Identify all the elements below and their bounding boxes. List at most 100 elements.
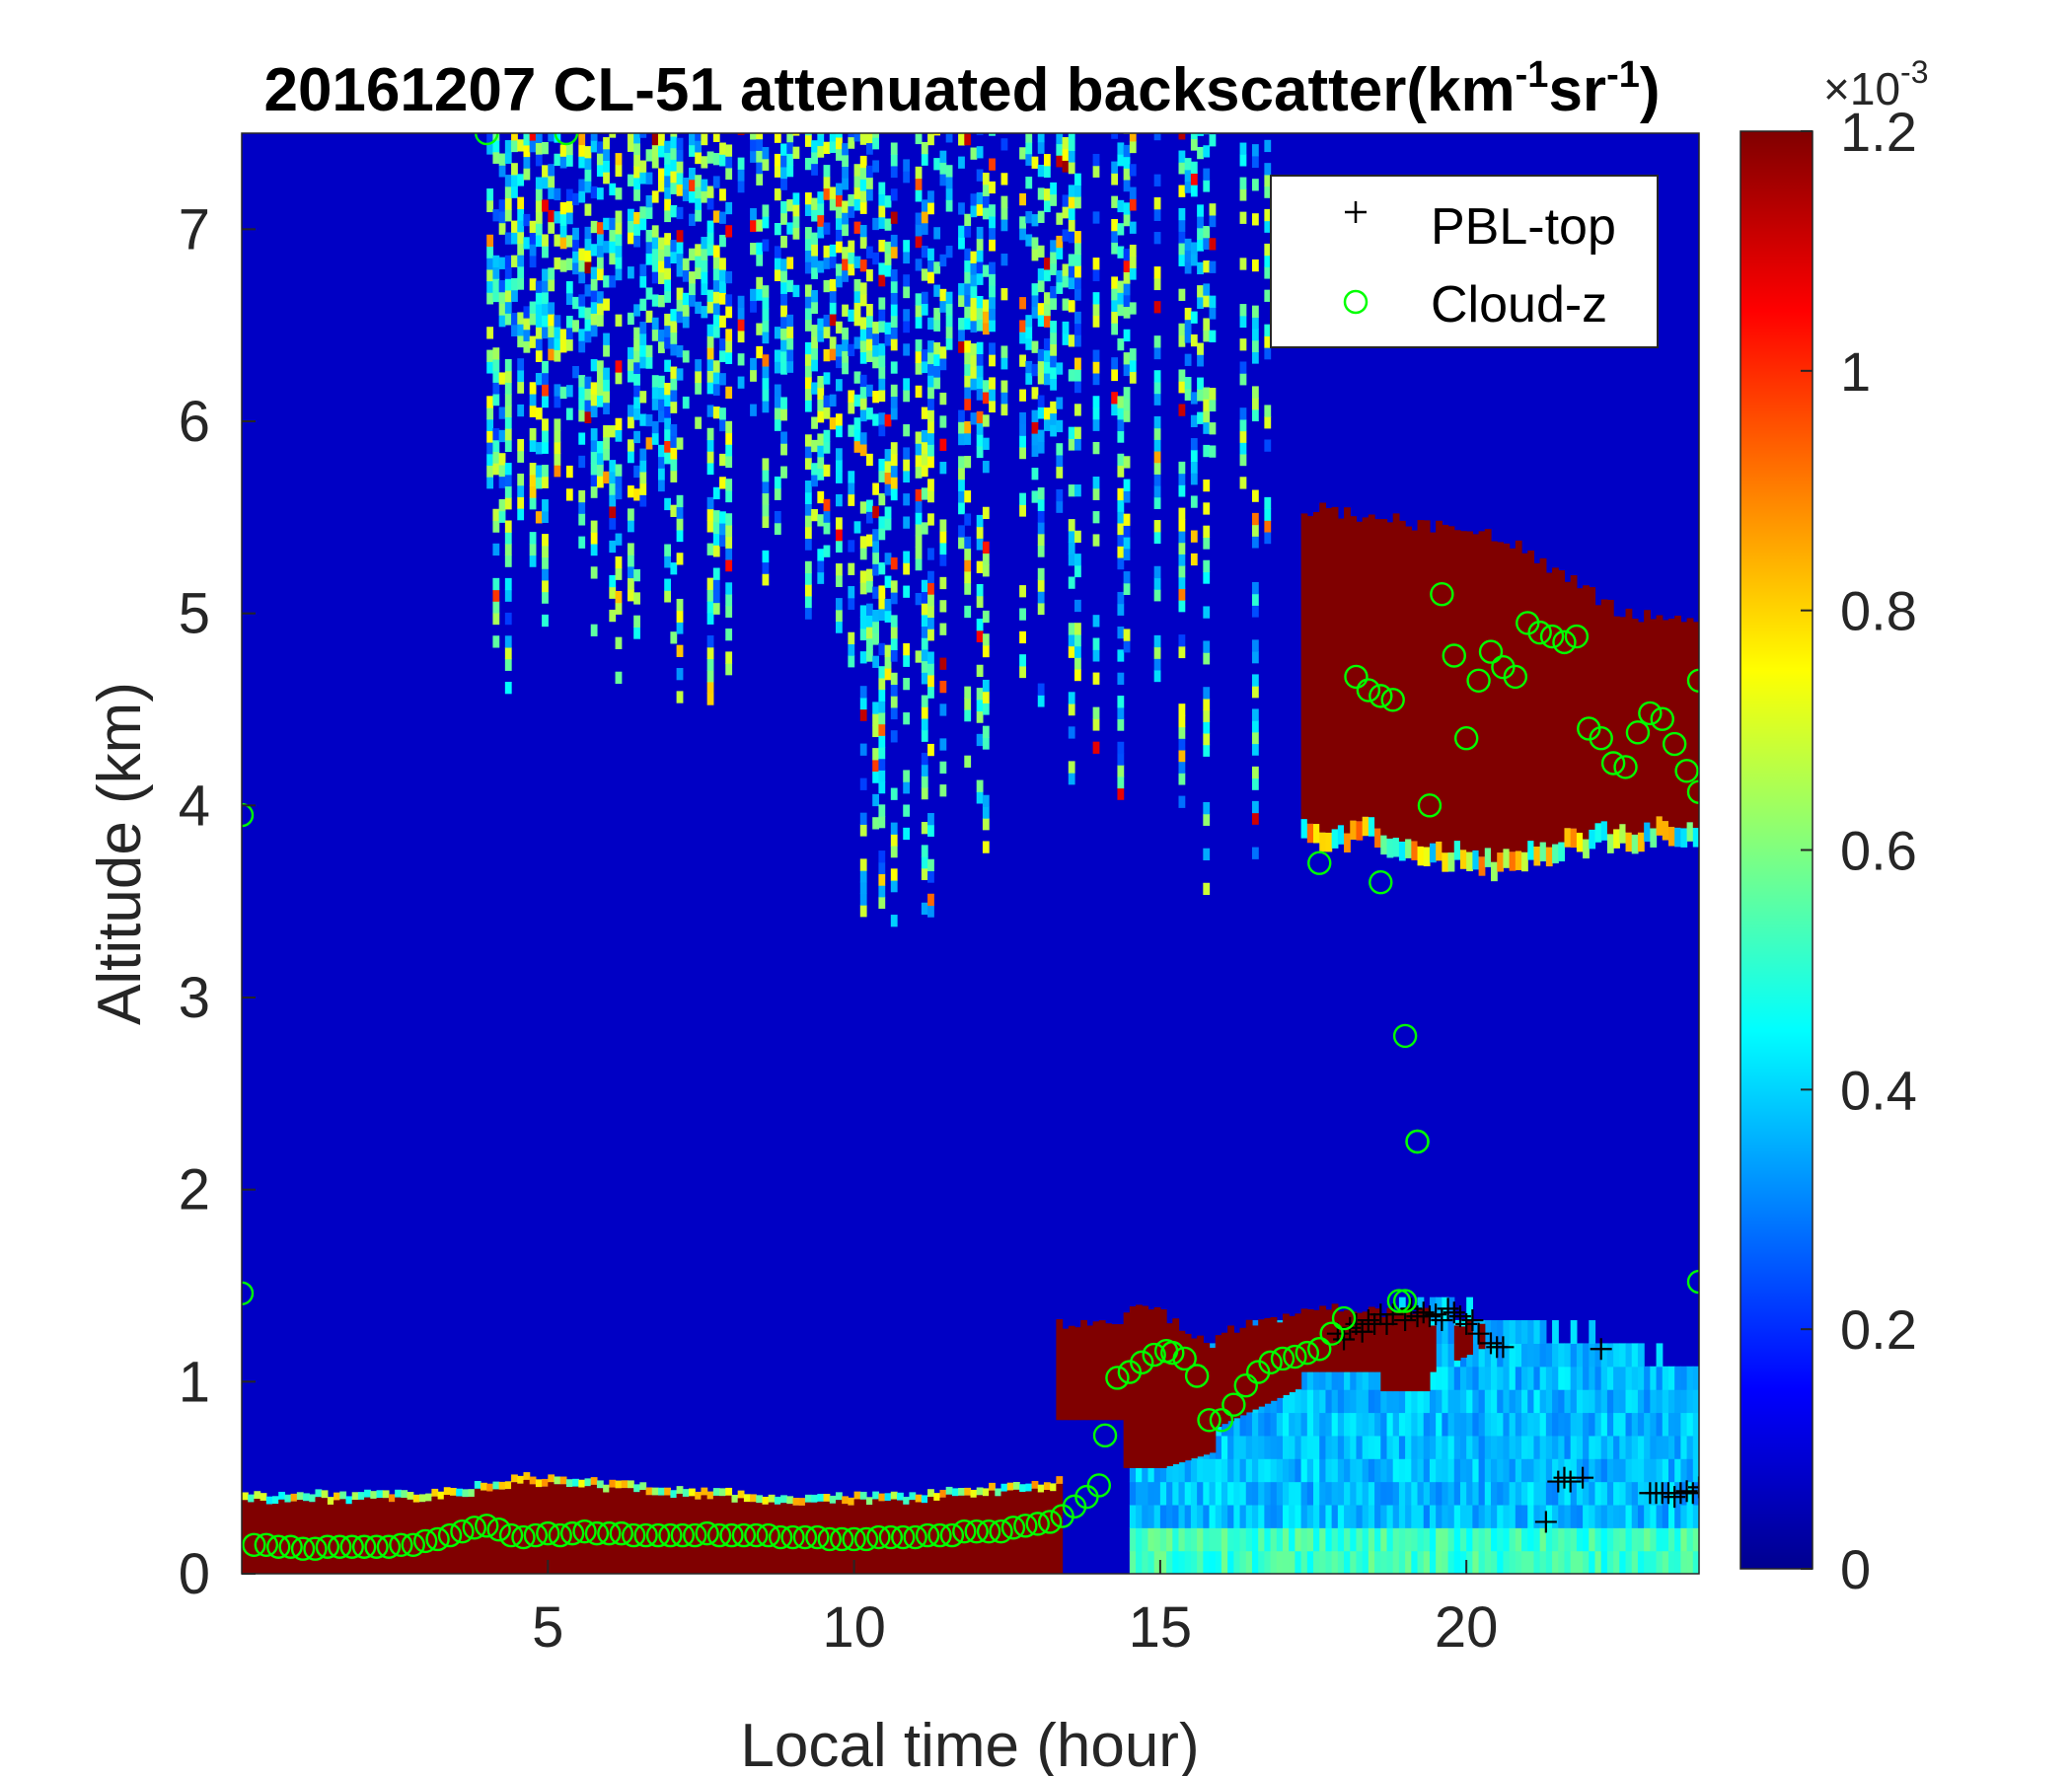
heatmap-cell <box>1043 315 1051 328</box>
heatmap-cell <box>811 463 818 476</box>
heatmap-cell <box>1264 208 1272 222</box>
heatmap-cell <box>804 250 812 262</box>
heatmap-cell <box>835 321 843 334</box>
cloud-z-marker <box>1600 751 1626 776</box>
heatmap-cell <box>1356 1312 1364 1372</box>
heatmap-cell <box>829 336 837 349</box>
heatmap-cell <box>964 570 972 584</box>
heatmap-cell <box>1068 300 1075 313</box>
heatmap-cell <box>1264 289 1272 302</box>
heatmap-cell <box>890 822 898 835</box>
heatmap-cell <box>1539 1527 1547 1552</box>
heatmap-cell <box>786 222 794 235</box>
heatmap-cell <box>853 314 861 327</box>
heatmap-cell <box>1380 1481 1388 1506</box>
heatmap-cell <box>584 169 592 182</box>
heatmap-cell <box>1319 1366 1327 1390</box>
heatmap-cell <box>1190 530 1198 543</box>
heatmap-cell <box>890 868 898 881</box>
heatmap-cell <box>774 522 781 535</box>
heatmap-cell <box>927 582 934 595</box>
heatmap-cell <box>921 453 928 466</box>
heatmap-cell <box>706 681 714 695</box>
heatmap-cell <box>878 608 886 622</box>
heatmap-cell <box>701 156 708 169</box>
heatmap-cell <box>1283 1504 1290 1528</box>
heatmap-cell <box>712 176 720 188</box>
heatmap-cell <box>1019 435 1026 448</box>
cloud-z-marker <box>1539 624 1565 649</box>
heatmap-cell <box>1239 142 1247 155</box>
heatmap-cell <box>1251 1527 1259 1552</box>
heatmap-cell <box>1068 484 1075 497</box>
heatmap-cell <box>670 562 678 575</box>
heatmap-cell <box>651 156 659 169</box>
cloud-z-marker <box>1283 1344 1307 1369</box>
heatmap-cell <box>989 133 996 136</box>
heatmap-cell <box>658 340 665 354</box>
heatmap-cell <box>535 511 543 524</box>
heatmap-cell <box>633 430 640 444</box>
heatmap-cell <box>1153 277 1161 291</box>
heatmap-cell <box>542 199 549 212</box>
heatmap-cell <box>670 366 678 379</box>
heatmap-cell <box>1117 776 1125 789</box>
heatmap-cell <box>1368 817 1375 837</box>
heatmap-cell <box>853 164 861 177</box>
heatmap-cell <box>712 314 720 327</box>
heatmap-cell <box>823 464 831 478</box>
cloud-z-marker <box>1197 1408 1221 1433</box>
heatmap-cell <box>1264 405 1272 417</box>
heatmap-cell <box>1031 444 1039 457</box>
heatmap-cell <box>1442 1504 1449 1528</box>
heatmap-cell <box>859 777 867 790</box>
heatmap-cell <box>1019 216 1026 229</box>
heatmap-cell <box>1637 1389 1645 1414</box>
heatmap-cell <box>878 412 886 425</box>
heatmap-cell <box>1043 361 1051 374</box>
heatmap-cell <box>982 541 990 555</box>
heatmap-cell <box>872 344 880 357</box>
heatmap-cell <box>658 237 665 250</box>
heatmap-cell <box>804 238 812 252</box>
heatmap-cell <box>1558 842 1566 862</box>
heatmap-cell <box>939 542 947 555</box>
heatmap-cell <box>731 1495 739 1503</box>
heatmap-cell <box>1270 1389 1278 1414</box>
heatmap-cell <box>1552 1389 1559 1414</box>
heatmap-cell <box>1233 1550 1241 1574</box>
heatmap-cell <box>670 458 678 472</box>
heatmap-cell <box>835 379 843 392</box>
heatmap-cell <box>1631 1458 1639 1483</box>
heatmap-cell <box>1306 1481 1314 1506</box>
heatmap-cell <box>1411 1313 1419 1392</box>
heatmap-cell <box>578 455 586 469</box>
heatmap-cell <box>1589 1481 1596 1506</box>
heatmap-cell <box>1019 297 1026 310</box>
heatmap-cell <box>706 520 714 533</box>
heatmap-cell <box>1251 155 1259 169</box>
heatmap-cell <box>1411 1550 1419 1574</box>
heatmap-cell <box>1092 441 1100 455</box>
heatmap-cell <box>811 335 818 349</box>
cloud-z-marker <box>1270 1346 1295 1371</box>
heatmap-cell <box>1589 829 1596 850</box>
heatmap-cell <box>706 197 714 210</box>
colorbar-gradient <box>1739 130 1813 1570</box>
heatmap-cell <box>982 322 990 335</box>
heatmap-cell <box>817 399 825 411</box>
heatmap-cell <box>627 577 634 590</box>
heatmap-cell <box>1368 1550 1375 1574</box>
heatmap-cell <box>1251 179 1259 191</box>
heatmap-cell <box>1258 1481 1265 1506</box>
heatmap-cell <box>1056 212 1064 225</box>
heatmap-cell <box>1337 1458 1345 1483</box>
heatmap-cell <box>504 232 512 245</box>
heatmap-cell <box>1662 1504 1669 1528</box>
heatmap-cell <box>939 254 947 267</box>
heatmap-cell <box>719 188 726 201</box>
heatmap-cell <box>584 284 592 297</box>
heatmap-cell <box>706 600 714 614</box>
heatmap-cell <box>529 1476 537 1485</box>
heatmap-cell <box>1111 323 1119 335</box>
